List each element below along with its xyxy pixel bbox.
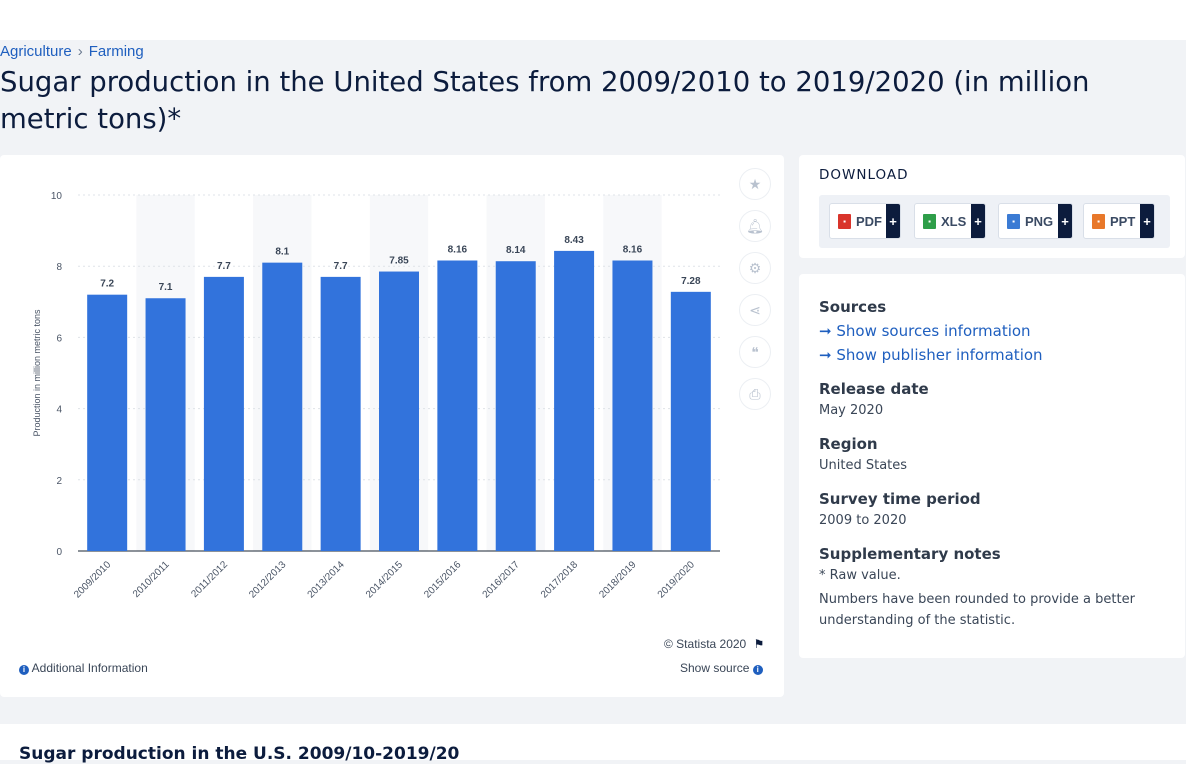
bar [203,276,244,551]
show-publisher-link[interactable]: ➞ Show publisher information [819,346,1043,364]
info-icon: i [19,665,29,675]
breadcrumb: Agriculture › Farming [0,43,144,60]
quote-icon[interactable]: ❝ [739,336,771,368]
ppt-file-icon: ▪ [1092,213,1105,229]
y-tick-label: 8 [56,262,62,273]
y-tick-label: 10 [51,191,63,202]
release-value: May 2020 [819,403,884,418]
download-buttons: ▪ PDF + ▪ XLS + ▪ PNG + ▪ PPT + [819,195,1170,248]
bar [612,260,653,551]
x-tick-label: 2013/2014 [306,559,348,601]
info-icon: i [752,665,763,675]
chart-actions: ★ 🔔︎ ⚙ ⋖ ❝ ⎙ [739,168,771,420]
x-tick-label: 2017/2018 [539,559,581,601]
x-tick-label: 2015/2016 [422,559,464,601]
download-ppt-button[interactable]: ▪ PPT + [1083,203,1155,239]
bar [87,294,128,551]
show-source-link[interactable]: Show source i [680,661,763,675]
download-title: DOWNLOAD [819,167,909,183]
x-tick-label: 2014/2015 [364,559,406,601]
bar [437,260,478,551]
data-label: 8.16 [623,245,643,256]
download-xls-button[interactable]: ▪ XLS + [914,203,986,239]
supplementary-heading: Supplementary notes [819,545,1001,563]
x-tick-label: 2009/2010 [72,559,114,601]
bar [495,261,536,551]
download-png-button[interactable]: ▪ PNG + [998,203,1073,239]
star-icon[interactable]: ★ [739,168,771,200]
data-label: 7.1 [159,282,173,293]
x-tick-label: 2016/2017 [481,559,523,601]
data-label: 7.2 [100,279,114,290]
x-tick-label: 2012/2013 [247,559,289,601]
pdf-file-icon: ▪ [838,213,851,229]
arrow-right-icon: ➞ [819,322,832,340]
print-icon[interactable]: ⎙ [739,378,771,410]
data-label: 7.28 [681,276,701,287]
survey-value: 2009 to 2020 [819,513,907,528]
breadcrumb-agriculture[interactable]: Agriculture [0,43,72,60]
breadcrumb-farming[interactable]: Farming [88,43,144,60]
data-label: 7.85 [389,256,409,267]
show-sources-link[interactable]: ➞ Show sources information [819,322,1031,340]
data-label: 7.7 [334,261,348,272]
bottom-title: Sugar production in the U.S. 2009/10-201… [19,744,460,764]
bar [554,250,595,551]
bell-icon[interactable]: 🔔︎ [739,210,771,242]
copyright: © Statista 2020 ⚑ [664,637,765,651]
plus-icon[interactable]: + [1140,204,1154,238]
plus-icon[interactable]: + [971,204,985,238]
plus-icon[interactable]: + [886,204,900,238]
page-title: Sugar production in the United States fr… [0,66,1090,135]
flag-icon[interactable]: ⚑ [753,637,765,651]
png-file-icon: ▪ [1007,213,1020,229]
survey-heading: Survey time period [819,490,981,508]
bar [379,271,419,551]
x-tick-label: 2011/2012 [189,559,230,600]
bar [145,298,186,551]
bar [670,291,711,551]
region-value: United States [819,458,908,473]
y-axis-label: Production in million metric tons [32,309,42,437]
info-card: Sources ➞ Show sources information ➞ Sho… [799,274,1185,658]
y-tick-label: 0 [56,547,62,558]
arrow-right-icon: ➞ [819,346,832,364]
chart-card: 0 2 4 6 8 10 Production in million metric tons… [0,155,784,697]
x-tick-label: 2018/2019 [597,559,639,601]
supplementary-line2: Numbers have been rounded to provide a b… [819,592,1135,628]
share-icon[interactable]: ⋖ [739,294,771,326]
breadcrumb-separator: › [77,43,83,60]
download-card: DOWNLOAD ▪ PDF + ▪ XLS + ▪ PNG + ▪ PPT + [799,155,1185,258]
release-heading: Release date [819,380,929,398]
data-label: 8.16 [448,245,468,256]
bottom-section: Sugar production in the U.S. 2009/10-201… [0,724,1186,764]
bar [262,262,303,551]
data-label: 8.43 [564,235,584,246]
gear-icon[interactable]: ⚙ [739,252,771,284]
x-tick-label: 2010/2011 [131,559,172,600]
supplementary-line1: * Raw value. [819,568,901,583]
sources-heading: Sources [819,298,887,316]
data-label: 7.7 [217,261,231,272]
y-tick-label: 4 [56,405,62,416]
data-label: 8.1 [275,247,289,258]
top-bar [0,0,1186,40]
bar [320,276,361,551]
bar-chart: 0 2 4 6 8 10 Production in million metric tons… [32,191,720,601]
download-pdf-button[interactable]: ▪ PDF + [829,203,901,239]
y-tick-label: 2 [56,476,62,487]
plus-icon[interactable]: + [1058,204,1072,238]
y-tick-label: 6 [56,333,62,344]
xls-file-icon: ▪ [923,213,936,229]
data-label: 8.14 [506,245,526,256]
additional-info-link[interactable]: i Additional Information [19,661,148,675]
region-heading: Region [819,435,878,453]
x-tick-label: 2019/2020 [656,559,698,601]
